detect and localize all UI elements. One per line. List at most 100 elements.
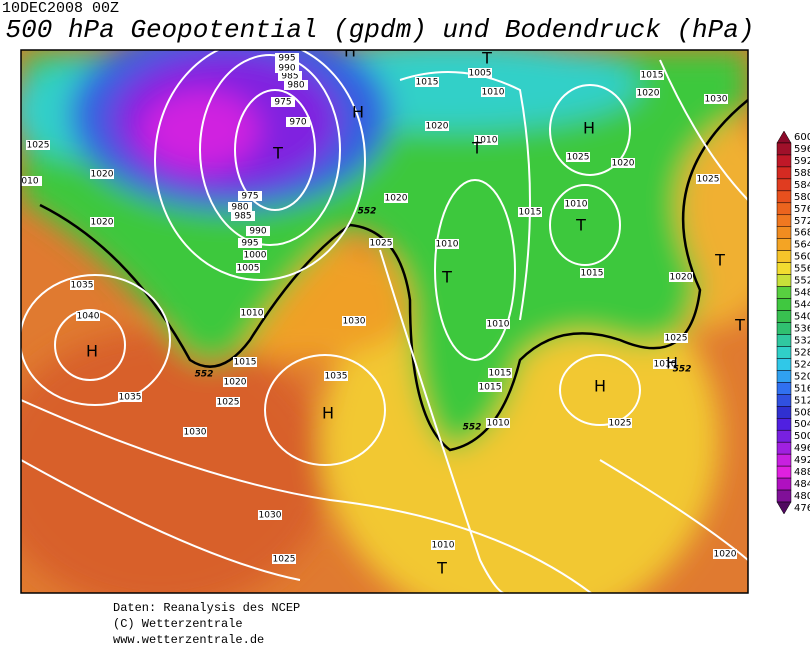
label-bg: [342, 316, 366, 326]
map-frame: [20, 49, 749, 594]
label-bg: [275, 63, 299, 73]
colorbar-label: 476: [794, 503, 810, 514]
label-bg: [611, 158, 635, 168]
pressure-label: 1020: [714, 550, 737, 560]
pressure-label: 1030: [705, 95, 728, 105]
colorbar-label: 568: [794, 228, 810, 239]
pressure-label: 985: [281, 72, 298, 82]
pressure-label: 1040: [77, 312, 100, 322]
colorbar-label: 564: [794, 240, 810, 251]
colorbar-cell: [776, 334, 792, 347]
isobar: [21, 274, 171, 406]
pressure-label: 1025: [609, 419, 632, 429]
pressure-label: 995: [241, 239, 258, 249]
colorbar-label: 496: [794, 443, 810, 454]
colorbar-label: 560: [794, 252, 810, 263]
isobar: [199, 54, 341, 246]
label-bg: [228, 202, 252, 212]
label-bg: [258, 510, 282, 520]
colorbar-label: 556: [794, 264, 810, 275]
label-bg: [271, 97, 295, 107]
label-bg: [468, 68, 492, 78]
isobar: [549, 84, 631, 176]
pressure-center: T: [481, 49, 492, 68]
timestamp: 10DEC2008 00Z: [2, 0, 119, 17]
isobar: [659, 59, 748, 201]
colorbar-cell: [776, 406, 792, 419]
pressure-label: 980: [231, 203, 248, 213]
colorbar-label: 528: [794, 347, 810, 358]
pressure-label: 990: [249, 227, 266, 237]
label-bg: [324, 371, 348, 381]
label-bg: [369, 238, 393, 248]
pressure-label: 985: [234, 212, 251, 222]
colorbar-cell: [776, 429, 792, 443]
colorbar-label: 516: [794, 383, 810, 394]
colorbar-cell: [776, 346, 792, 359]
colorbar-cell: [776, 465, 792, 479]
height-contour: [39, 99, 748, 452]
pressure-label: 1015: [519, 208, 542, 218]
height-label: 552: [195, 370, 214, 380]
pressure-label: 1030: [184, 428, 207, 438]
isobar: [21, 399, 593, 593]
colorbar-label: 576: [794, 204, 810, 215]
pressure-label: 1020: [224, 378, 247, 388]
pressure-center: H: [352, 103, 364, 122]
colorbar-cell: [776, 274, 792, 287]
label-bg: [236, 263, 260, 273]
colorbar-cell: [776, 489, 792, 503]
colorbar-label: 504: [794, 419, 810, 430]
pressure-label: 1015: [581, 269, 604, 279]
colorbar-label: 488: [794, 467, 810, 478]
colorbar-label: 600: [794, 132, 810, 143]
label-bg: [640, 70, 664, 80]
title: 500 hPa Geopotential (gpdm) und Bodendru…: [6, 15, 755, 45]
colorbar-cell: [776, 214, 792, 227]
label-bg: [431, 540, 455, 550]
label-bg: [636, 88, 660, 98]
label-bg: [415, 77, 439, 87]
label-bg: [478, 382, 502, 392]
pressure-label: 975: [274, 98, 291, 108]
pressure-label: 1025: [665, 334, 688, 344]
pressure-label: 1010: [654, 360, 677, 370]
pressure-label: 1010: [475, 136, 498, 146]
label-bg: [653, 359, 677, 369]
pressure-label: 1020: [670, 273, 693, 283]
pressure-label: 975: [241, 192, 258, 202]
pressure-label: 1025: [370, 239, 393, 249]
colorbar-label: 596: [794, 144, 810, 155]
colorbar-cell: [776, 477, 792, 491]
pressure-label: 1005: [237, 264, 260, 274]
pressure-label: 1010: [482, 88, 505, 98]
label-bg: [474, 135, 498, 145]
colorbar-cap: [776, 130, 792, 144]
colorbar-label: 532: [794, 335, 810, 346]
pressure-label: 1020: [426, 122, 449, 132]
label-bg: [664, 333, 688, 343]
colorbar-cell: [776, 394, 792, 407]
pressure-center: T: [575, 216, 586, 235]
isobar: [399, 71, 531, 321]
isobar: [264, 354, 386, 466]
pressure-label: 1025: [217, 398, 240, 408]
pressure-label: 995: [278, 54, 295, 64]
pressure-label: 990: [278, 64, 295, 74]
colorbar-label: 492: [794, 455, 810, 466]
pressure-label: 1020: [385, 194, 408, 204]
colorbar-label: 592: [794, 156, 810, 167]
pressure-label: 1010: [436, 240, 459, 250]
colorbar-label: 536: [794, 323, 810, 334]
pressure-center: T: [714, 251, 725, 270]
pressure-label: 1015: [416, 78, 439, 88]
colorbar-cell: [776, 286, 792, 299]
pressure-label: 970: [289, 118, 306, 128]
colorbar-cell: [776, 190, 792, 204]
pressure-label: 1010: [487, 419, 510, 429]
isobar: [54, 309, 126, 381]
pressure-label: 1030: [343, 317, 366, 327]
map-field: 1025 1020 010 1020 1035 1040 1035 1030 1020 1025 1…: [21, 49, 748, 593]
pressure-label: 1020: [91, 170, 114, 180]
label-bg: [246, 226, 270, 236]
